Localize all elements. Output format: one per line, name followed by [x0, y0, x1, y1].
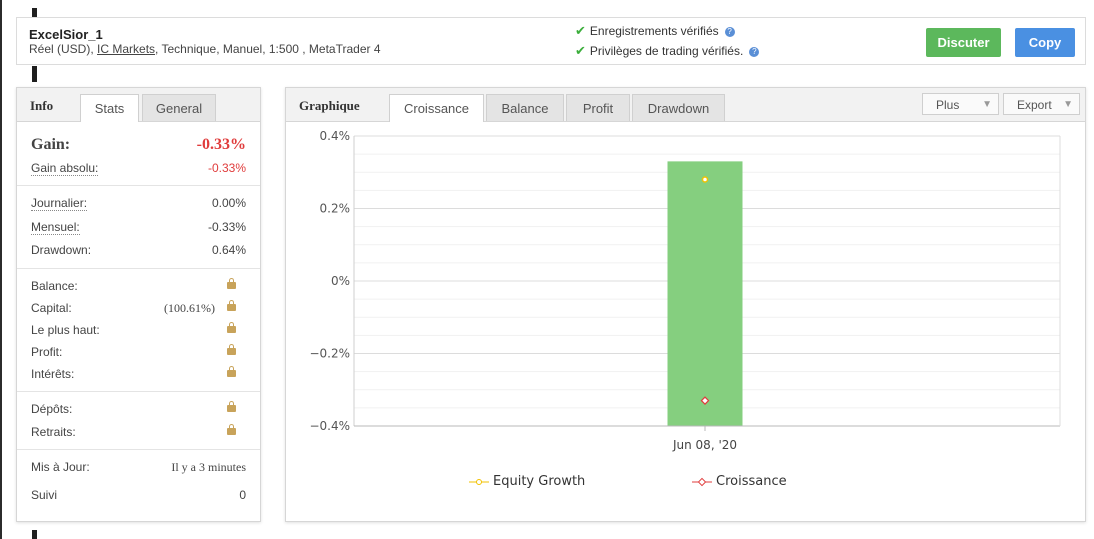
dropdown-arrow-icon: ▼: [982, 99, 992, 110]
profit-label: Profit:: [31, 345, 63, 359]
chart-bars: [667, 161, 743, 426]
divider: [17, 449, 260, 450]
account-description: Réel (USD), IC Markets, Technique, Manue…: [29, 42, 381, 56]
info-title: Info: [30, 98, 54, 113]
y-tick-label: −0.4%: [309, 419, 350, 433]
legend-croissance[interactable]: Croissance: [692, 474, 787, 489]
growth-chart: 0.4% 0.2% 0% −0.2% −0.4% Jun 08, '20: [309, 129, 1061, 452]
drawdown-value: 0.64%: [211, 243, 246, 257]
broker-link[interactable]: IC Markets: [97, 42, 156, 56]
divider: [17, 185, 260, 186]
copy-button[interactable]: Copy: [1015, 28, 1075, 57]
tab-profit[interactable]: Profit: [566, 94, 630, 121]
info-panel: Info Stats General Gain: -0.33% Gain abs…: [16, 87, 261, 522]
left-edge-rule: [0, 0, 2, 539]
chart-tabbar: Graphique Croissance Balance Profit Draw…: [286, 88, 1085, 122]
capital-percent: (100.61%): [164, 301, 215, 315]
abs-gain-label[interactable]: Gain absolu:: [31, 161, 99, 176]
updated-label: Mis à Jour:: [31, 460, 90, 474]
point-croissance: [700, 396, 710, 406]
verified-records: ✔ Enregistrements vérifiés?: [575, 23, 735, 39]
account-details: , Technique, Manuel, 1:500 , MetaTrader …: [155, 42, 381, 56]
lock-icon: [227, 344, 236, 359]
interest-label: Intérêts:: [31, 367, 75, 381]
info-tabbar: Info Stats General: [17, 88, 260, 122]
abs-gain-value: -0.33%: [207, 161, 246, 175]
lock-icon: [227, 424, 236, 439]
account-name: ExcelSior_1: [29, 27, 103, 42]
account-type: Réel (USD),: [29, 42, 98, 56]
highest-label: Le plus haut:: [31, 323, 100, 337]
daily-value: 0.00%: [211, 196, 246, 210]
legend-marker-diamond: [692, 477, 712, 486]
edge-tick: [32, 530, 37, 539]
y-tick-label: 0.4%: [320, 129, 351, 143]
y-tick-label: 0%: [331, 274, 350, 288]
followers-value: 0: [239, 488, 246, 502]
x-tick-label: Jun 08, '20: [672, 438, 737, 452]
divider: [17, 268, 260, 269]
chart-bar: [667, 161, 743, 426]
lock-icon: [227, 322, 236, 337]
legend-marker-circle: [469, 478, 489, 485]
tab-drawdown[interactable]: Drawdown: [632, 94, 725, 121]
gain-label: Gain:: [31, 136, 71, 153]
verified-privileges: ✔ Privilèges de trading vérifiés.?: [575, 43, 760, 59]
legend-equity-growth[interactable]: Equity Growth: [469, 474, 585, 489]
point-equity-growth: [701, 176, 709, 183]
gain-value: -0.33%: [196, 136, 246, 153]
edge-tick: [32, 8, 37, 18]
help-icon[interactable]: ?: [749, 46, 760, 57]
daily-label[interactable]: Journalier:: [31, 196, 88, 211]
more-dropdown[interactable]: Plus ▼: [922, 93, 999, 115]
capital-label: Capital:: [31, 301, 72, 315]
tab-stats[interactable]: Stats: [80, 94, 139, 122]
chart-points: [700, 176, 710, 406]
monthly-value: -0.33%: [207, 220, 246, 234]
chart-panel: Graphique Croissance Balance Profit Draw…: [285, 87, 1086, 522]
chart-title: Graphique: [299, 98, 360, 113]
tab-growth[interactable]: Croissance: [389, 94, 484, 122]
updated-value: Il y a 3 minutes: [171, 460, 246, 474]
lock-icon: [227, 401, 236, 416]
account-header: ExcelSior_1 Réel (USD), IC Markets, Tech…: [16, 17, 1086, 65]
monthly-label[interactable]: Mensuel:: [31, 220, 80, 235]
lock-icon: [227, 366, 236, 381]
followers-label: Suivi: [31, 488, 58, 502]
drawdown-label: Drawdown:: [31, 243, 92, 257]
export-dropdown[interactable]: Export ▼: [1003, 93, 1080, 115]
check-icon: ✔: [575, 23, 586, 38]
tab-balance[interactable]: Balance: [486, 94, 564, 121]
help-icon[interactable]: ?: [724, 26, 735, 37]
y-tick-label: 0.2%: [320, 202, 351, 216]
discuss-button[interactable]: Discuter: [926, 28, 1001, 57]
deposits-label: Dépôts:: [31, 402, 73, 416]
divider: [17, 391, 260, 392]
y-tick-label: −0.2%: [309, 347, 350, 361]
chart-axes: 0.4% 0.2% 0% −0.2% −0.4% Jun 08, '20: [309, 129, 1061, 452]
lock-icon: [227, 300, 236, 315]
dropdown-arrow-icon: ▼: [1063, 99, 1073, 110]
withdrawals-label: Retraits:: [31, 425, 76, 439]
edge-tick: [32, 66, 37, 82]
tab-general[interactable]: General: [142, 94, 216, 121]
lock-icon: [227, 278, 236, 293]
check-icon: ✔: [575, 43, 586, 58]
balance-label: Balance:: [31, 279, 78, 293]
